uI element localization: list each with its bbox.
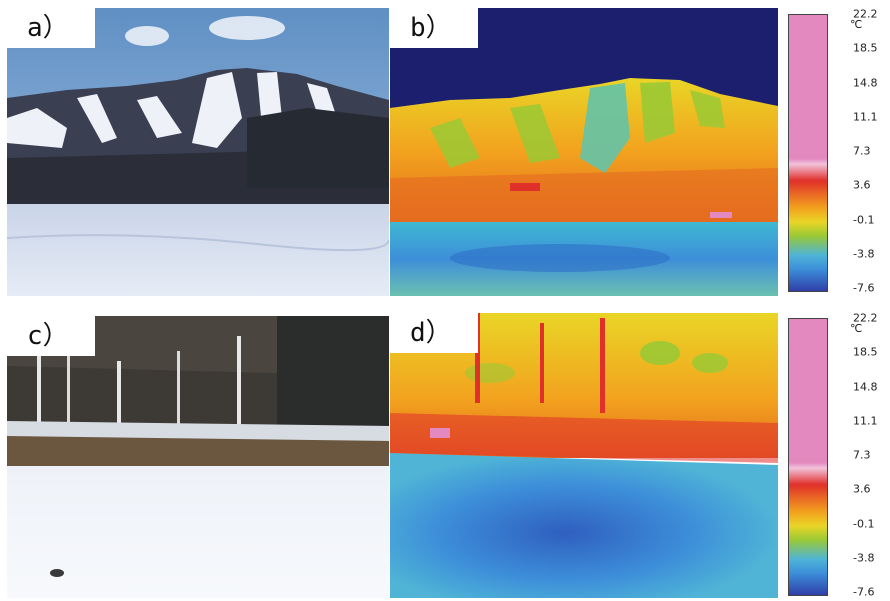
panel-a-photo: a） [7,8,389,296]
tick-label: 22.2 [853,7,878,21]
panel-d-thermal: d） [390,313,778,598]
temperature-scale-bottom: ℃ 22.2 18.5 14.8 11.1 7.3 3.6 -0.1 -3.8 … [788,311,888,599]
tick-label: -7.6 [853,585,875,599]
tick-label: 11.1 [853,414,878,428]
tick-label: 3.6 [853,178,871,192]
temperature-color-bar [788,318,828,596]
temperature-unit-label: ℃ [850,18,863,31]
tick-label: 14.8 [853,76,878,90]
tick-label: -7.6 [853,281,875,295]
birch-forest-thermal [390,313,778,598]
panel-b-thermal: b） [390,8,778,296]
tick-label: -0.1 [853,517,875,531]
tick-label: 11.1 [853,110,878,124]
panel-d-label: d） [390,313,478,353]
tick-label: -3.8 [853,247,875,261]
panel-c-photo: c） [7,316,389,598]
tick-label: 14.8 [853,380,878,394]
tick-label: 7.3 [853,448,871,462]
birch-forest-photo [7,316,389,598]
temperature-scale-top: ℃ 22.2 18.5 14.8 11.1 7.3 3.6 -0.1 -3.8 … [788,7,888,295]
tick-label: 3.6 [853,482,871,496]
panel-c-label: c） [7,316,95,356]
temperature-unit-label: ℃ [850,322,863,335]
tick-label: 18.5 [853,41,878,55]
tick-label: -0.1 [853,213,875,227]
temperature-color-bar [788,14,828,292]
tick-label: 7.3 [853,144,871,158]
tick-label: 22.2 [853,311,878,325]
ski-mountain-photo [7,8,389,296]
tick-label: 18.5 [853,345,878,359]
panel-b-label: b） [390,8,478,48]
panel-a-label: a） [7,8,95,48]
ski-mountain-thermal [390,8,778,296]
tick-label: -3.8 [853,551,875,565]
